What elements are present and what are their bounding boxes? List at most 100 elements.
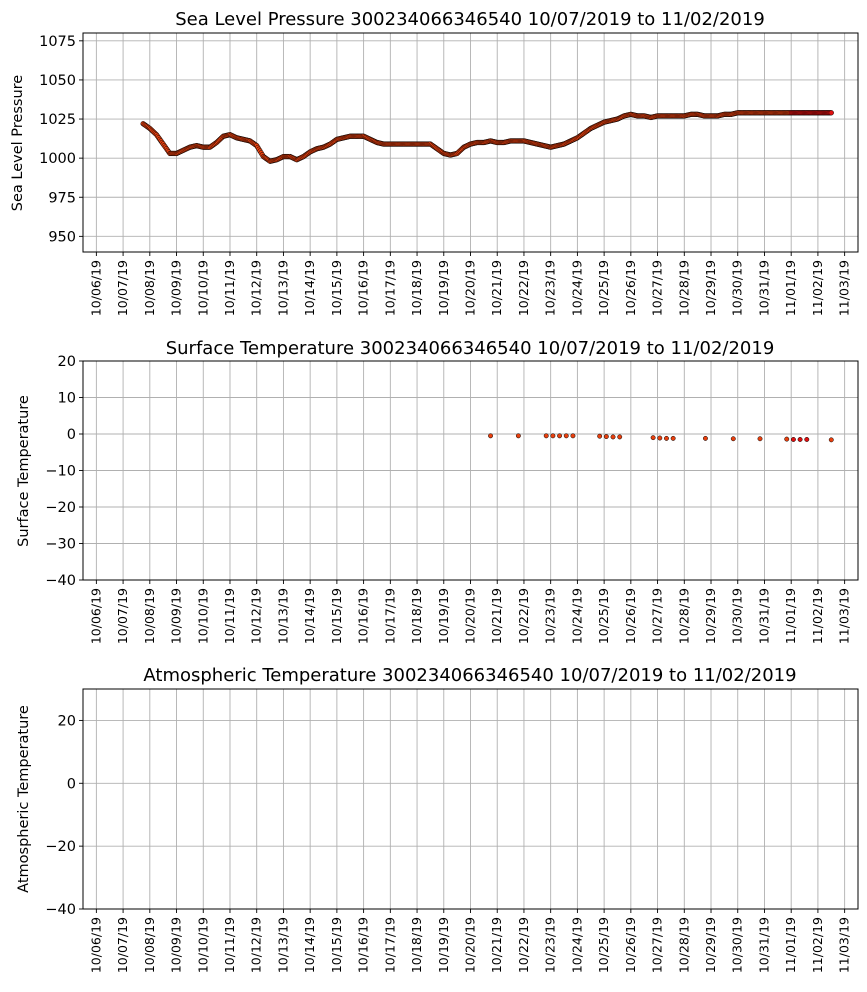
- x-tick-label: 10/28/19: [676, 260, 691, 316]
- x-tick-label: 11/02/19: [810, 260, 825, 316]
- x-tick-label: 10/18/19: [409, 588, 424, 644]
- x-tick-label: 10/12/19: [249, 588, 264, 644]
- plot-frame: [82, 688, 859, 910]
- x-tick-label: 10/24/19: [569, 588, 584, 644]
- data-point: [664, 435, 669, 441]
- x-tick-label: 10/27/19: [650, 917, 665, 973]
- data-point: [515, 433, 521, 439]
- y-axis-label: Sea Level Pressure: [10, 75, 26, 211]
- x-tick-label: 10/29/19: [703, 260, 718, 316]
- x-tick-label: 10/26/19: [623, 588, 638, 644]
- x-tick-label: 10/17/19: [382, 260, 397, 316]
- y-tick-label: −40: [45, 902, 76, 918]
- x-tick-label: 10/13/19: [275, 588, 290, 644]
- x-tick-label: 10/20/19: [463, 588, 478, 644]
- y-tick-label: 0: [67, 427, 76, 443]
- x-tick-label: 10/23/19: [543, 260, 558, 316]
- x-tick-label: 10/19/19: [436, 260, 451, 316]
- x-tick-label: 10/22/19: [516, 588, 531, 644]
- x-tick-label: 10/20/19: [463, 917, 478, 973]
- data-point: [657, 435, 663, 441]
- x-tick-label: 10/29/19: [703, 588, 718, 644]
- x-tick-label: 10/16/19: [356, 917, 371, 973]
- y-axis-label: Atmospheric Temperature: [16, 705, 32, 893]
- x-tick-label: 10/24/19: [569, 917, 584, 973]
- data-point: [670, 435, 676, 441]
- x-tick-label: 10/06/19: [88, 917, 103, 973]
- x-tick-label: 11/03/19: [837, 917, 852, 973]
- x-tick-label: 10/18/19: [409, 917, 424, 973]
- data-point: [597, 433, 603, 439]
- data-point: [804, 437, 810, 442]
- x-tick-label: 10/13/19: [275, 260, 290, 316]
- y-tick-label: 0: [67, 776, 76, 792]
- data-point: [790, 437, 796, 442]
- data-point: [828, 110, 834, 116]
- x-tick-label: 11/03/19: [837, 260, 852, 316]
- sea-level-pressure-chart: Sea Level Pressure 300234066346540 10/07…: [10, 9, 859, 316]
- y-tick-label: 1000: [39, 151, 76, 167]
- x-tick-label: 10/08/19: [142, 917, 157, 973]
- data-point: [617, 434, 623, 440]
- y-tick-label: 1075: [39, 34, 76, 50]
- chart-title: Atmospheric Temperature 300234066346540 …: [143, 665, 796, 686]
- x-tick-label: 10/21/19: [489, 917, 504, 973]
- x-tick-label: 11/01/19: [783, 917, 798, 973]
- data-point: [557, 433, 563, 439]
- chart-title: Sea Level Pressure 300234066346540 10/07…: [175, 9, 765, 30]
- x-tick-label: 11/01/19: [783, 260, 798, 316]
- x-tick-label: 10/12/19: [249, 917, 264, 973]
- surface-temperature-chart: Surface Temperature 300234066346540 10/0…: [16, 338, 859, 644]
- x-tick-label: 10/30/19: [730, 260, 745, 316]
- data-point: [828, 437, 834, 443]
- plot-frame: [82, 32, 859, 253]
- atmospheric-temperature-chart: Atmospheric Temperature 300234066346540 …: [16, 665, 859, 973]
- data-point: [702, 435, 708, 441]
- x-tick-label: 10/13/19: [275, 917, 290, 973]
- x-tick-label: 10/22/19: [516, 260, 531, 316]
- x-tick-label: 10/08/19: [142, 588, 157, 644]
- x-tick-label: 10/25/19: [596, 260, 611, 316]
- y-tick-label: −10: [45, 464, 76, 480]
- data-point: [563, 433, 569, 439]
- x-tick-label: 10/16/19: [356, 260, 371, 316]
- y-tick-label: 20: [58, 713, 76, 729]
- x-tick-label: 10/22/19: [516, 917, 531, 973]
- x-tick-label: 10/12/19: [249, 260, 264, 316]
- data-point: [784, 436, 790, 442]
- x-tick-label: 10/08/19: [142, 260, 157, 316]
- x-tick-label: 10/07/19: [115, 917, 130, 973]
- x-tick-label: 10/06/19: [88, 260, 103, 316]
- x-tick-label: 10/09/19: [169, 588, 184, 644]
- x-tick-label: 10/07/19: [115, 588, 130, 644]
- x-tick-label: 11/02/19: [810, 588, 825, 644]
- x-tick-label: 11/01/19: [783, 588, 798, 644]
- y-tick-label: 950: [48, 229, 76, 245]
- x-tick-label: 10/15/19: [329, 588, 344, 644]
- x-tick-label: 10/10/19: [195, 260, 210, 316]
- x-tick-label: 10/09/19: [169, 260, 184, 316]
- x-tick-label: 10/28/19: [676, 588, 691, 644]
- x-tick-label: 10/21/19: [489, 588, 504, 644]
- x-tick-label: 10/14/19: [302, 260, 317, 316]
- x-tick-label: 11/02/19: [810, 917, 825, 973]
- x-tick-label: 11/03/19: [837, 588, 852, 644]
- data-point: [488, 433, 493, 439]
- x-tick-label: 10/26/19: [623, 260, 638, 316]
- x-tick-label: 10/19/19: [436, 917, 451, 973]
- x-tick-label: 10/10/19: [195, 917, 210, 973]
- x-tick-label: 10/14/19: [302, 588, 317, 644]
- y-axis-label: Surface Temperature: [16, 395, 32, 547]
- data-point: [757, 436, 763, 442]
- x-tick-label: 10/07/19: [115, 260, 130, 316]
- x-tick-label: 10/11/19: [222, 588, 237, 644]
- x-tick-label: 10/16/19: [356, 588, 371, 644]
- data-point: [610, 434, 616, 440]
- x-tick-label: 10/09/19: [169, 917, 184, 973]
- x-tick-label: 10/19/19: [436, 588, 451, 644]
- y-tick-label: 20: [58, 354, 76, 370]
- data-point: [603, 434, 609, 440]
- y-tick-label: 10: [58, 391, 76, 407]
- x-tick-label: 10/21/19: [489, 260, 504, 316]
- x-tick-label: 10/17/19: [382, 588, 397, 644]
